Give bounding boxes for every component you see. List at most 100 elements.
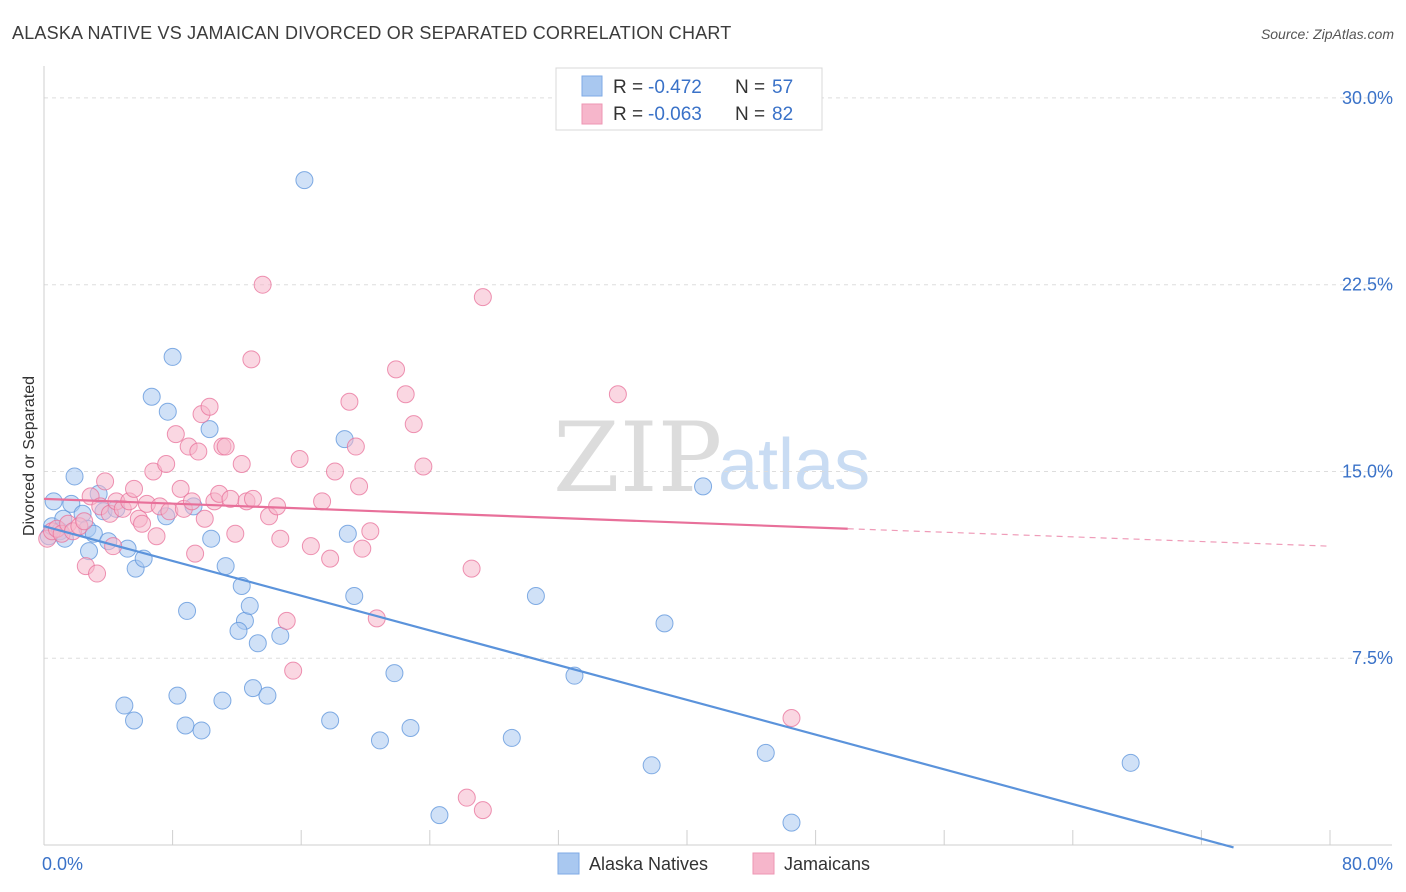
legend-r-label-jamaican: R = bbox=[613, 104, 643, 125]
bottom-legend-label-alaska: Alaska Natives bbox=[589, 854, 708, 874]
bottom-legend-swatch-jamaican bbox=[752, 852, 775, 875]
data-point bbox=[178, 601, 197, 620]
trend-lines bbox=[43, 497, 1331, 849]
watermark-atlas: atlas bbox=[718, 425, 870, 505]
legend-swatch-alaska bbox=[581, 75, 603, 97]
data-point bbox=[189, 442, 208, 461]
legend-r-value-jamaican: -0.063 bbox=[648, 104, 702, 125]
x-tick-label-max: 80.0% bbox=[1342, 854, 1393, 874]
data-point bbox=[163, 347, 182, 366]
data-point bbox=[346, 437, 365, 456]
axes bbox=[43, 66, 1392, 846]
data-point bbox=[385, 664, 404, 683]
watermark-zip: ZIP bbox=[553, 402, 722, 514]
trend-line-alaska-natives bbox=[43, 525, 1234, 849]
data-point bbox=[370, 731, 389, 750]
data-point bbox=[88, 564, 107, 583]
data-point bbox=[694, 477, 713, 496]
data-point bbox=[200, 420, 219, 439]
data-point bbox=[430, 806, 449, 825]
data-point bbox=[340, 392, 359, 411]
trend-line-jamaicans bbox=[43, 497, 848, 530]
bottom-legend-swatch-alaska bbox=[557, 852, 580, 875]
data-point bbox=[502, 728, 521, 747]
data-point bbox=[655, 614, 674, 633]
data-point bbox=[473, 801, 492, 820]
data-point bbox=[195, 509, 214, 528]
y-tick-label: 30.0% bbox=[1342, 88, 1393, 108]
data-point bbox=[404, 415, 423, 434]
series-jamaicans bbox=[38, 275, 801, 820]
x-tick-label-min: 0.0% bbox=[42, 854, 83, 874]
y-tick-labels: 7.5% 15.0% 22.5% 30.0% bbox=[1342, 88, 1393, 668]
data-point bbox=[321, 549, 340, 568]
data-point bbox=[147, 527, 166, 546]
data-point bbox=[200, 397, 219, 416]
data-point bbox=[462, 559, 481, 578]
data-point bbox=[186, 544, 205, 563]
data-point bbox=[158, 402, 177, 421]
legend-n-value-jamaican: 82 bbox=[772, 104, 793, 125]
data-point bbox=[338, 524, 357, 543]
data-point bbox=[213, 691, 232, 710]
data-point bbox=[115, 696, 134, 715]
data-point bbox=[313, 492, 332, 511]
watermark: ZIP atlas bbox=[553, 402, 870, 514]
legend: R = -0.472 N = 57 R = -0.063 N = 82 bbox=[555, 67, 823, 131]
data-point bbox=[782, 813, 801, 832]
data-point bbox=[171, 479, 190, 498]
data-point bbox=[608, 385, 627, 404]
data-point bbox=[80, 542, 99, 561]
data-point bbox=[253, 275, 272, 294]
data-point bbox=[258, 686, 277, 705]
data-point bbox=[240, 596, 259, 615]
data-point bbox=[248, 634, 267, 653]
data-point bbox=[216, 557, 235, 576]
data-point bbox=[387, 360, 406, 379]
data-point bbox=[44, 492, 63, 511]
data-point bbox=[192, 721, 211, 740]
data-point bbox=[229, 621, 248, 640]
y-tick-label: 15.0% bbox=[1342, 461, 1393, 481]
data-point bbox=[142, 387, 161, 406]
data-point bbox=[182, 492, 201, 511]
chart-source: Source: ZipAtlas.com bbox=[1261, 26, 1394, 42]
y-axis-label: Divorced or Separated bbox=[21, 376, 38, 536]
bottom-legend: Alaska Natives Jamaicans bbox=[557, 852, 870, 875]
data-point bbox=[226, 524, 245, 543]
data-point bbox=[133, 514, 152, 533]
data-point bbox=[284, 661, 303, 680]
legend-n-label-alaska: N = bbox=[735, 77, 765, 98]
data-point bbox=[277, 611, 296, 630]
data-point bbox=[473, 288, 492, 307]
data-point bbox=[350, 477, 369, 496]
chart-title: ALASKA NATIVE VS JAMAICAN DIVORCED OR SE… bbox=[12, 23, 731, 43]
y-tick-label: 7.5% bbox=[1352, 648, 1393, 668]
data-point bbox=[782, 708, 801, 727]
grid-lines bbox=[44, 97, 1392, 659]
series-alaska-natives bbox=[39, 171, 1140, 832]
data-point bbox=[1121, 753, 1140, 772]
data-point bbox=[325, 462, 344, 481]
data-point bbox=[396, 385, 415, 404]
data-point bbox=[243, 679, 262, 698]
legend-swatch-jamaican bbox=[581, 103, 603, 125]
legend-r-label-alaska: R = bbox=[613, 77, 643, 98]
x-tick-labels: 0.0% 80.0% bbox=[42, 854, 1393, 874]
data-point bbox=[271, 626, 290, 645]
data-point bbox=[157, 454, 176, 473]
data-point bbox=[457, 788, 476, 807]
data-point bbox=[125, 711, 144, 730]
data-point bbox=[168, 686, 187, 705]
data-point bbox=[345, 586, 364, 605]
data-point bbox=[290, 450, 309, 469]
data-point bbox=[202, 529, 221, 548]
data-point bbox=[243, 489, 262, 508]
data-point bbox=[642, 756, 661, 775]
data-point bbox=[301, 537, 320, 556]
data-point bbox=[166, 425, 185, 444]
bottom-legend-label-jamaican: Jamaicans bbox=[784, 854, 870, 874]
data-point bbox=[96, 472, 115, 491]
trend-line-dashed-jamaicans bbox=[847, 528, 1331, 547]
